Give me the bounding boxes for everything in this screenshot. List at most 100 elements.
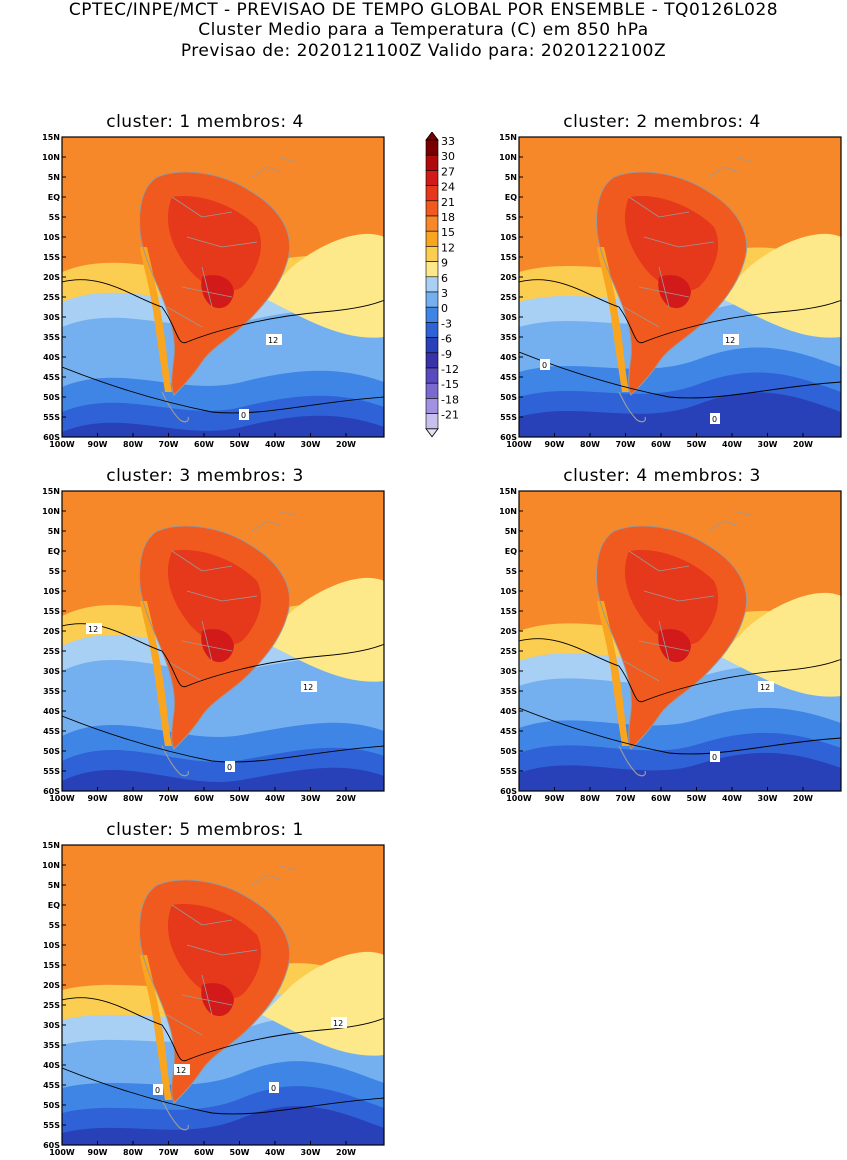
lat-tick-label: 35S [500, 687, 517, 696]
lat-tick-label: 15S [43, 607, 60, 616]
lat-tick-label: 10N [42, 153, 60, 162]
lat-tick-label: 45S [43, 1081, 60, 1090]
colorbar-level-label: 6 [441, 272, 448, 285]
contour-label: 12 [86, 623, 102, 634]
lat-tick-label: 30S [500, 667, 517, 676]
map-plot: 12 0 0 15N 10N 5N EQ 5S 10S 15S 20S 25S 30S 35S 40S 45S… [499, 133, 842, 449]
colorbar-swatch [425, 261, 439, 278]
lon-tick-label: 60W [651, 440, 671, 449]
lat-tick-label: 20S [500, 627, 517, 636]
colorbar-swatch [425, 230, 439, 247]
lon-tick-label: 80W [580, 794, 600, 803]
lat-tick-label: 20S [43, 627, 60, 636]
svg-text:12: 12 [176, 1066, 186, 1075]
svg-text:12: 12 [725, 336, 735, 345]
lon-tick-label: 50W [687, 794, 707, 803]
lat-tick-label: 10S [500, 233, 517, 242]
colorbar-swatch [425, 398, 439, 414]
colorbar-swatch [425, 382, 439, 399]
svg-text:0: 0 [712, 415, 717, 424]
colorbar-level-label: 30 [441, 150, 455, 163]
lon-tick-label: 70W [616, 794, 636, 803]
cluster-title: cluster: 1 membros: 4 [106, 112, 304, 132]
lat-tick-label: 40S [500, 353, 517, 362]
lon-tick-label: 80W [123, 1148, 143, 1157]
contour-label: 0 [153, 1084, 163, 1095]
lat-tick-label: 5N [48, 881, 60, 890]
lat-tick-label: 45S [43, 373, 60, 382]
lat-tick-label: 20S [43, 273, 60, 282]
lat-tick-label: 60S [43, 433, 60, 442]
lat-tick-label: 30S [43, 1021, 60, 1030]
colorbar-level-label: 27 [441, 165, 455, 178]
lat-tick-label: 55S [500, 767, 517, 776]
colorbar-level-label: 15 [441, 226, 455, 239]
contour-label: 12 [723, 334, 739, 345]
lat-tick-label: 5S [49, 213, 61, 222]
lat-tick-label: 40S [43, 353, 60, 362]
lon-tick-label: 80W [123, 794, 143, 803]
contour-label: 0 [239, 409, 249, 420]
colorbar-swatch [425, 413, 439, 430]
lat-tick-label: EQ [48, 193, 60, 202]
lon-tick-label: 60W [651, 794, 671, 803]
lon-tick-label: 100W [49, 440, 75, 449]
lat-tick-label: 50S [500, 393, 517, 402]
lat-tick-label: EQ [48, 547, 60, 556]
contour-label: 12 [758, 681, 774, 692]
lon-tick-label: 90W [545, 794, 565, 803]
lat-tick-label: 5N [48, 173, 60, 182]
contour-label: 12 [266, 334, 282, 345]
colorbar-level-label: -15 [441, 378, 459, 391]
lon-tick-label: 40W [265, 794, 285, 803]
map-plot: 12 12 0 0 15N 10N 5N EQ 5S 10S 15S 20S 25S 30S 35S 40S 4… [42, 841, 385, 1157]
lon-tick-label: 30W [301, 794, 321, 803]
lon-tick-label: 20W [336, 794, 356, 803]
colorbar-swatch [425, 246, 439, 262]
lat-tick-label: 60S [500, 433, 517, 442]
lat-tick-label: 5S [49, 567, 61, 576]
colorbar-swatch [425, 291, 439, 308]
lon-tick-label: 40W [265, 1148, 285, 1157]
contour-label: 12 [174, 1064, 190, 1075]
lat-tick-label: 50S [43, 747, 60, 756]
subtitle-dates: Previsao de: 2020121100Z Valido para: 20… [180, 41, 667, 61]
lat-tick-label: 30S [43, 313, 60, 322]
lat-tick-label: 30S [43, 667, 60, 676]
lat-tick-label: 5S [506, 213, 518, 222]
lon-tick-label: 40W [722, 440, 742, 449]
lat-tick-label: 15S [500, 607, 517, 616]
lon-tick-label: 100W [506, 794, 532, 803]
svg-text:0: 0 [542, 361, 547, 370]
lat-tick-label: 40S [43, 707, 60, 716]
lat-tick-label: 10S [43, 233, 60, 242]
main-title: CPTEC/INPE/MCT - PREVISAO DE TEMPO GLOBA… [68, 0, 779, 20]
colorbar-level-label: -12 [441, 363, 459, 376]
lon-tick-label: 80W [123, 440, 143, 449]
colorbar-swatch [425, 170, 439, 186]
lat-tick-label: 50S [43, 393, 60, 402]
lon-tick-label: 40W [722, 794, 742, 803]
cluster-panel-4: cluster: 4 membros: 3 12 0 15N 10N 5N EQ 5S 10S… [497, 466, 842, 803]
contour-label: 0 [269, 1082, 279, 1093]
lat-tick-label: 60S [43, 787, 60, 796]
lat-tick-label: 15N [42, 133, 60, 142]
lat-tick-label: 45S [500, 727, 517, 736]
lat-tick-label: 15N [499, 133, 517, 142]
svg-text:0: 0 [241, 411, 246, 420]
lat-tick-label: 35S [500, 333, 517, 342]
lat-tick-label: EQ [505, 547, 517, 556]
colorbar-swatch [425, 154, 439, 171]
lat-tick-label: 10S [43, 587, 60, 596]
lat-tick-label: 20S [43, 981, 60, 990]
colorbar-level-label: -9 [441, 348, 452, 361]
lon-tick-label: 20W [336, 1148, 356, 1157]
lat-tick-label: 15N [499, 487, 517, 496]
colorbar-level-label: 33 [441, 135, 455, 148]
lat-tick-label: 25S [43, 1001, 60, 1010]
lat-tick-label: 45S [500, 373, 517, 382]
colorbar-level-label: 21 [441, 196, 455, 209]
contour-label: 12 [331, 1017, 347, 1028]
cluster-title: cluster: 2 membros: 4 [563, 112, 761, 132]
lon-tick-label: 90W [545, 440, 565, 449]
